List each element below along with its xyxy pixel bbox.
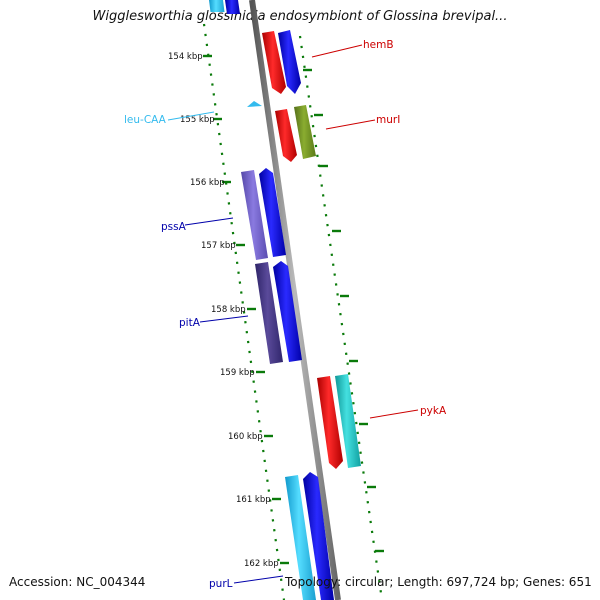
- gene-pykA-red[interactable]: [317, 376, 343, 469]
- tick-label: 158 kbp: [211, 305, 246, 315]
- gene-label-pitA[interactable]: pitA: [179, 317, 201, 329]
- gene-hemB-arrow[interactable]: [262, 31, 286, 94]
- genome-summary-text: Topology: circular; Length: 697,724 bp; …: [285, 575, 592, 589]
- connector-pykA: [369, 409, 419, 419]
- gene-red-2[interactable]: [275, 109, 297, 162]
- gene-blue-3[interactable]: [259, 168, 286, 257]
- gene-pssA-violet[interactable]: [241, 170, 268, 260]
- gene-murI-olive[interactable]: [294, 105, 316, 159]
- gene-label-murI[interactable]: murI: [376, 114, 400, 126]
- tick-label: 155 kbp: [180, 115, 215, 125]
- connector-purL: [233, 575, 284, 584]
- partial-genes-top: [209, 0, 240, 14]
- accession-text: Accession: NC_004344: [9, 575, 146, 589]
- gene-blocks: [241, 30, 361, 600]
- label-connectors: [167, 44, 419, 584]
- gene-leu-CAA-marker[interactable]: [247, 101, 262, 107]
- gene-blue-4[interactable]: [273, 261, 302, 362]
- gene-label-purL[interactable]: purL: [209, 578, 233, 590]
- gene-label-hemB[interactable]: hemB: [363, 39, 394, 51]
- connector-leu-CAA: [167, 111, 215, 121]
- tick-label: 157 kbp: [201, 241, 236, 251]
- gene-labels: hemB murI leu-CAA pssA pitA pykA purL: [124, 39, 447, 590]
- tick-label: 161 kbp: [236, 495, 271, 505]
- scale-line-left: [202, 23, 286, 600]
- tick-label: 160 kbp: [228, 432, 263, 442]
- gene-label-pssA[interactable]: pssA: [161, 221, 187, 233]
- gene-label-leu-CAA[interactable]: leu-CAA: [124, 114, 167, 126]
- gene-pitA-darkviolet[interactable]: [255, 262, 283, 364]
- tick-label: 154 kbp: [168, 52, 203, 62]
- gene-cyan-6[interactable]: [335, 374, 361, 468]
- connector-pssA: [184, 217, 234, 226]
- gene-partial-blue: [225, 0, 240, 14]
- tick-label: 156 kbp: [190, 178, 225, 188]
- gene-label-pykA[interactable]: pykA: [420, 405, 447, 417]
- connector-hemB: [311, 44, 363, 58]
- tick-labels: 154 kbp 155 kbp 156 kbp 157 kbp 158 kbp …: [168, 52, 279, 569]
- gene-partial-sky: [209, 0, 225, 12]
- gene-blue-7[interactable]: [303, 472, 334, 600]
- connector-murI: [325, 119, 376, 130]
- tick-label: 162 kbp: [244, 559, 279, 569]
- genome-backbone: [249, 0, 341, 600]
- gene-blue-1[interactable]: [278, 30, 301, 94]
- tick-label: 159 kbp: [220, 368, 255, 378]
- connector-pitA: [199, 315, 249, 323]
- gene-purL-sky[interactable]: [285, 475, 316, 600]
- map-title: Wigglesworthia glossinidia endosymbiont …: [92, 9, 508, 24]
- scale-dots: [202, 23, 384, 600]
- tick-marks: [203, 54, 384, 565]
